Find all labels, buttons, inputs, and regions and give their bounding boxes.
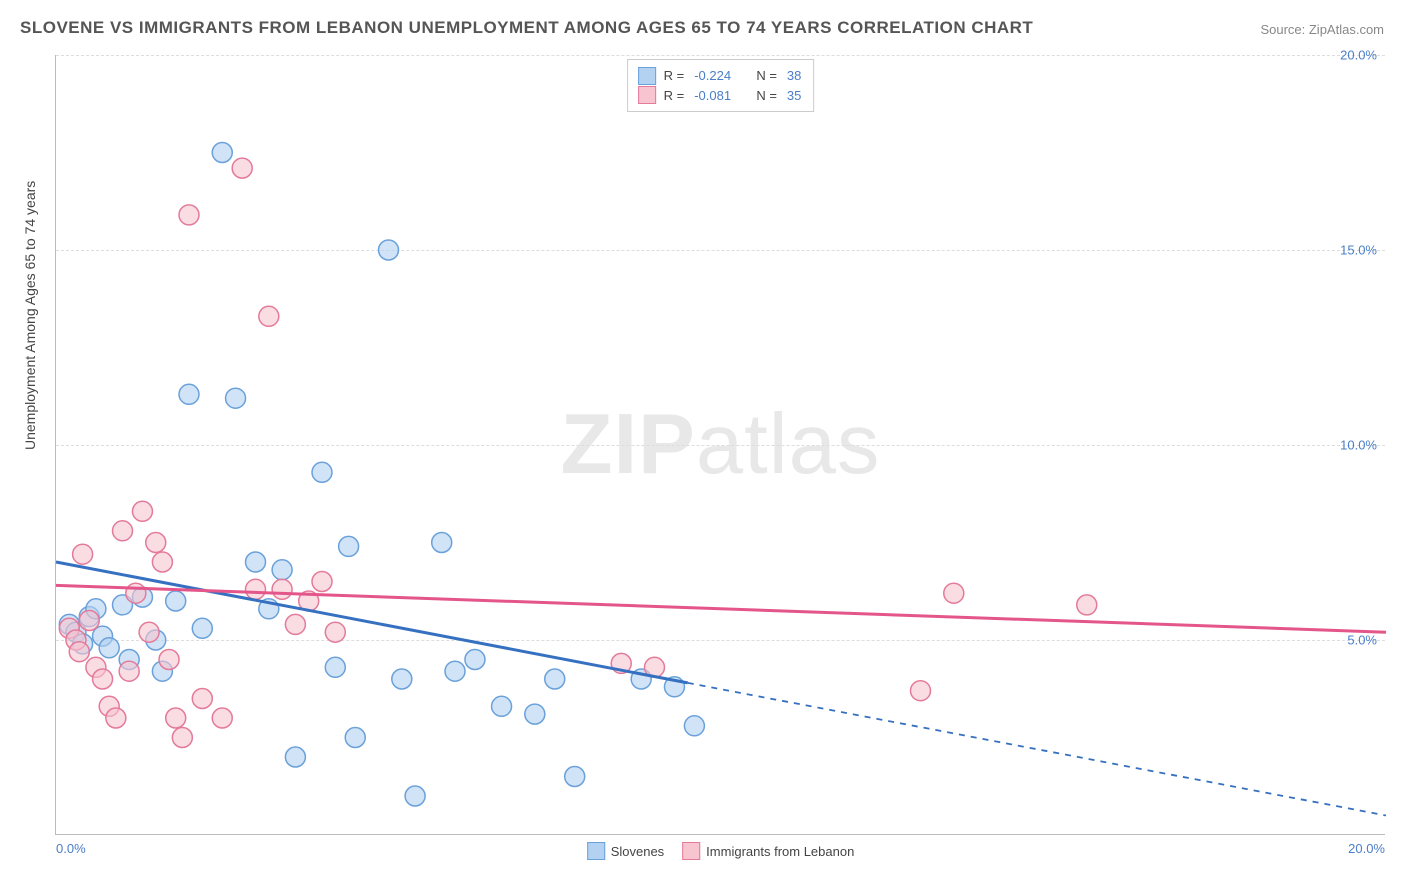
chart-title: SLOVENE VS IMMIGRANTS FROM LEBANON UNEMP…: [20, 18, 1033, 38]
scatter-chart: [56, 55, 1385, 834]
y-tick-label: 5.0%: [1347, 633, 1377, 648]
r-value: -0.081: [694, 86, 731, 106]
legend-row-slovenes: R = -0.224 N = 38: [638, 66, 804, 86]
series-legend: Slovenes Immigrants from Lebanon: [587, 842, 855, 860]
swatch-icon: [638, 86, 656, 104]
n-value: 35: [787, 86, 801, 106]
x-tick-max: 20.0%: [1348, 841, 1385, 856]
source-attribution: Source: ZipAtlas.com: [1260, 22, 1384, 37]
legend-row-lebanon: R = -0.081 N = 35: [638, 86, 804, 106]
y-tick-label: 20.0%: [1340, 48, 1377, 63]
r-value: -0.224: [694, 66, 731, 86]
x-tick-min: 0.0%: [56, 841, 86, 856]
n-value: 38: [787, 66, 801, 86]
swatch-icon: [638, 67, 656, 85]
y-tick-label: 15.0%: [1340, 243, 1377, 258]
legend-item-slovenes: Slovenes: [587, 842, 664, 860]
plot-area: ZIPatlas R = -0.224 N = 38 R = -0.081 N …: [55, 55, 1385, 835]
swatch-icon: [587, 842, 605, 860]
y-axis-label: Unemployment Among Ages 65 to 74 years: [22, 181, 38, 450]
legend-item-lebanon: Immigrants from Lebanon: [682, 842, 854, 860]
y-tick-label: 10.0%: [1340, 438, 1377, 453]
swatch-icon: [682, 842, 700, 860]
correlation-legend: R = -0.224 N = 38 R = -0.081 N = 35: [627, 59, 815, 112]
